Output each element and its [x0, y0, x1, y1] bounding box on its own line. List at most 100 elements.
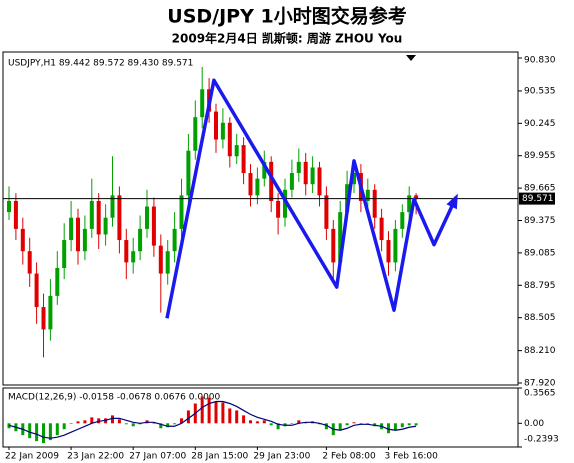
candle-body	[27, 251, 32, 274]
candle-body	[82, 228, 87, 252]
candle-body	[158, 245, 163, 274]
macd-bar	[152, 423, 156, 424]
candle-body	[13, 200, 18, 229]
macd-bar	[90, 417, 94, 424]
candle-body	[55, 267, 60, 296]
macd-bar	[255, 421, 259, 424]
candle-body	[269, 161, 274, 201]
macd-bar	[352, 422, 356, 424]
x-tick-label: 22 Jan 2009	[5, 452, 59, 462]
macd-bar	[324, 423, 328, 430]
macd-bar	[28, 423, 32, 439]
x-tick-label: 2 Feb 08:00	[322, 452, 376, 462]
macd-bar	[117, 419, 121, 424]
y-tick-label: -0.2393	[524, 435, 559, 445]
y-tick-label: 88.795	[524, 281, 556, 291]
y-tick-label: 90.830	[524, 56, 556, 66]
macd-bar	[393, 423, 397, 431]
chart-subtitle: 2009年2月4日 凯斯顿: 周游 ZHOU You	[172, 31, 403, 46]
x-tick-label: 23 Jan 22:00	[67, 452, 124, 462]
candle-body	[34, 273, 39, 308]
candle-body	[241, 145, 246, 174]
x-tick-label: 29 Jan 23:00	[253, 452, 310, 462]
macd-header: MACD(12,26,9) -0.0158 -0.0678 0.0676 0.0…	[8, 393, 221, 403]
y-tick-label: 89.085	[524, 248, 556, 258]
x-tick-label: 27 Jan 07:00	[129, 452, 186, 462]
macd-bar	[249, 420, 252, 424]
y-tick-label: 89.955	[524, 151, 556, 161]
candle-body	[69, 217, 74, 241]
macd-panel	[2, 387, 519, 448]
candle-body	[372, 189, 377, 218]
macd-bar	[207, 397, 211, 424]
current-price-label: 89.571	[522, 194, 554, 204]
candle-body	[76, 217, 80, 252]
candle-body	[179, 195, 184, 229]
macd-bar	[221, 402, 225, 424]
macd-bar	[159, 423, 163, 429]
macd-bar	[200, 396, 204, 424]
candle-body	[234, 145, 239, 157]
y-tick-label: 0.00	[524, 419, 544, 429]
macd-bar	[242, 415, 246, 424]
candle-body	[338, 212, 343, 263]
candle-body	[124, 240, 129, 263]
candle-body	[131, 251, 136, 263]
y-tick-label: 89.665	[524, 184, 556, 194]
candle-body	[20, 228, 25, 252]
shift-marker	[406, 55, 416, 61]
macd-bar	[35, 423, 39, 442]
macd-bar	[214, 401, 218, 424]
macd-bar	[414, 423, 418, 426]
candle-body	[117, 195, 122, 241]
price-panel	[2, 51, 519, 386]
candle-body	[193, 117, 198, 151]
candle-body	[255, 178, 260, 196]
candle-body	[165, 251, 170, 274]
x-tick-label: 3 Feb 16:00	[385, 452, 439, 462]
y-tick-label: 88.505	[524, 313, 556, 323]
macd-bar	[186, 410, 190, 424]
candle-body	[400, 212, 405, 229]
candle-body	[200, 89, 205, 118]
current-price-box	[519, 192, 555, 205]
zigzag-annotation	[165, 78, 458, 319]
candle-body	[310, 167, 315, 185]
candle-body	[7, 200, 11, 213]
candle-body	[407, 195, 412, 213]
candle-body	[317, 167, 322, 196]
candle-body	[138, 228, 143, 252]
macd-bar	[111, 415, 114, 424]
candle-body	[393, 228, 398, 263]
macd-bar	[400, 423, 404, 428]
candle-body	[303, 161, 308, 185]
macd-bar	[290, 423, 294, 424]
candle-body	[62, 240, 67, 268]
candle-body	[48, 295, 53, 330]
candle-body	[324, 195, 329, 229]
macd-bar	[173, 423, 177, 425]
candle-body	[289, 173, 294, 190]
candle-body	[96, 200, 101, 235]
candle-body	[110, 195, 115, 218]
candle-body	[276, 200, 281, 218]
candle-body	[296, 161, 301, 174]
x-tick-label: 28 Jan 15:00	[191, 452, 248, 462]
candle-body	[331, 228, 336, 263]
y-tick-label: 90.245	[524, 119, 556, 129]
macd-bar	[131, 423, 135, 427]
macd-bar	[55, 423, 59, 436]
candle-body	[103, 217, 108, 235]
macd-bar	[180, 418, 183, 424]
candle-body	[41, 307, 46, 330]
candle-body	[186, 150, 191, 196]
macd-bar	[124, 423, 128, 425]
macd-bar	[338, 423, 342, 431]
arrow-head	[446, 193, 458, 210]
macd-bar	[48, 423, 52, 441]
macd-signal	[8, 400, 417, 439]
macd-bar	[262, 420, 266, 424]
candle-body	[172, 228, 177, 252]
candle-body	[151, 206, 156, 246]
